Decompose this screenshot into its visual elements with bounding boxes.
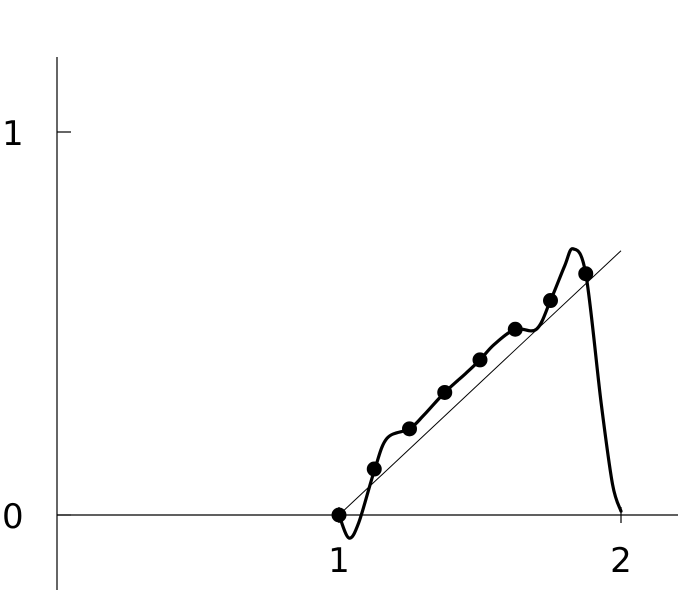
y-tick-label-1: 1 — [2, 114, 24, 154]
interpolation-curve — [337, 247, 623, 540]
data-point — [366, 461, 382, 477]
tick-labels: 1 2 0 1 — [2, 114, 632, 581]
data-point — [402, 421, 417, 437]
data-point — [507, 321, 523, 337]
data-point — [331, 507, 347, 523]
data-point — [578, 266, 594, 282]
plot-area — [331, 247, 623, 540]
x-tick-label-2: 2 — [610, 541, 632, 581]
reference-line — [338, 250, 622, 516]
data-point — [437, 384, 453, 400]
axes — [56, 57, 678, 590]
data-point — [472, 352, 488, 368]
y-tick-label-0: 0 — [2, 497, 24, 537]
x-tick-label-1: 1 — [328, 541, 350, 581]
data-point — [543, 293, 558, 309]
